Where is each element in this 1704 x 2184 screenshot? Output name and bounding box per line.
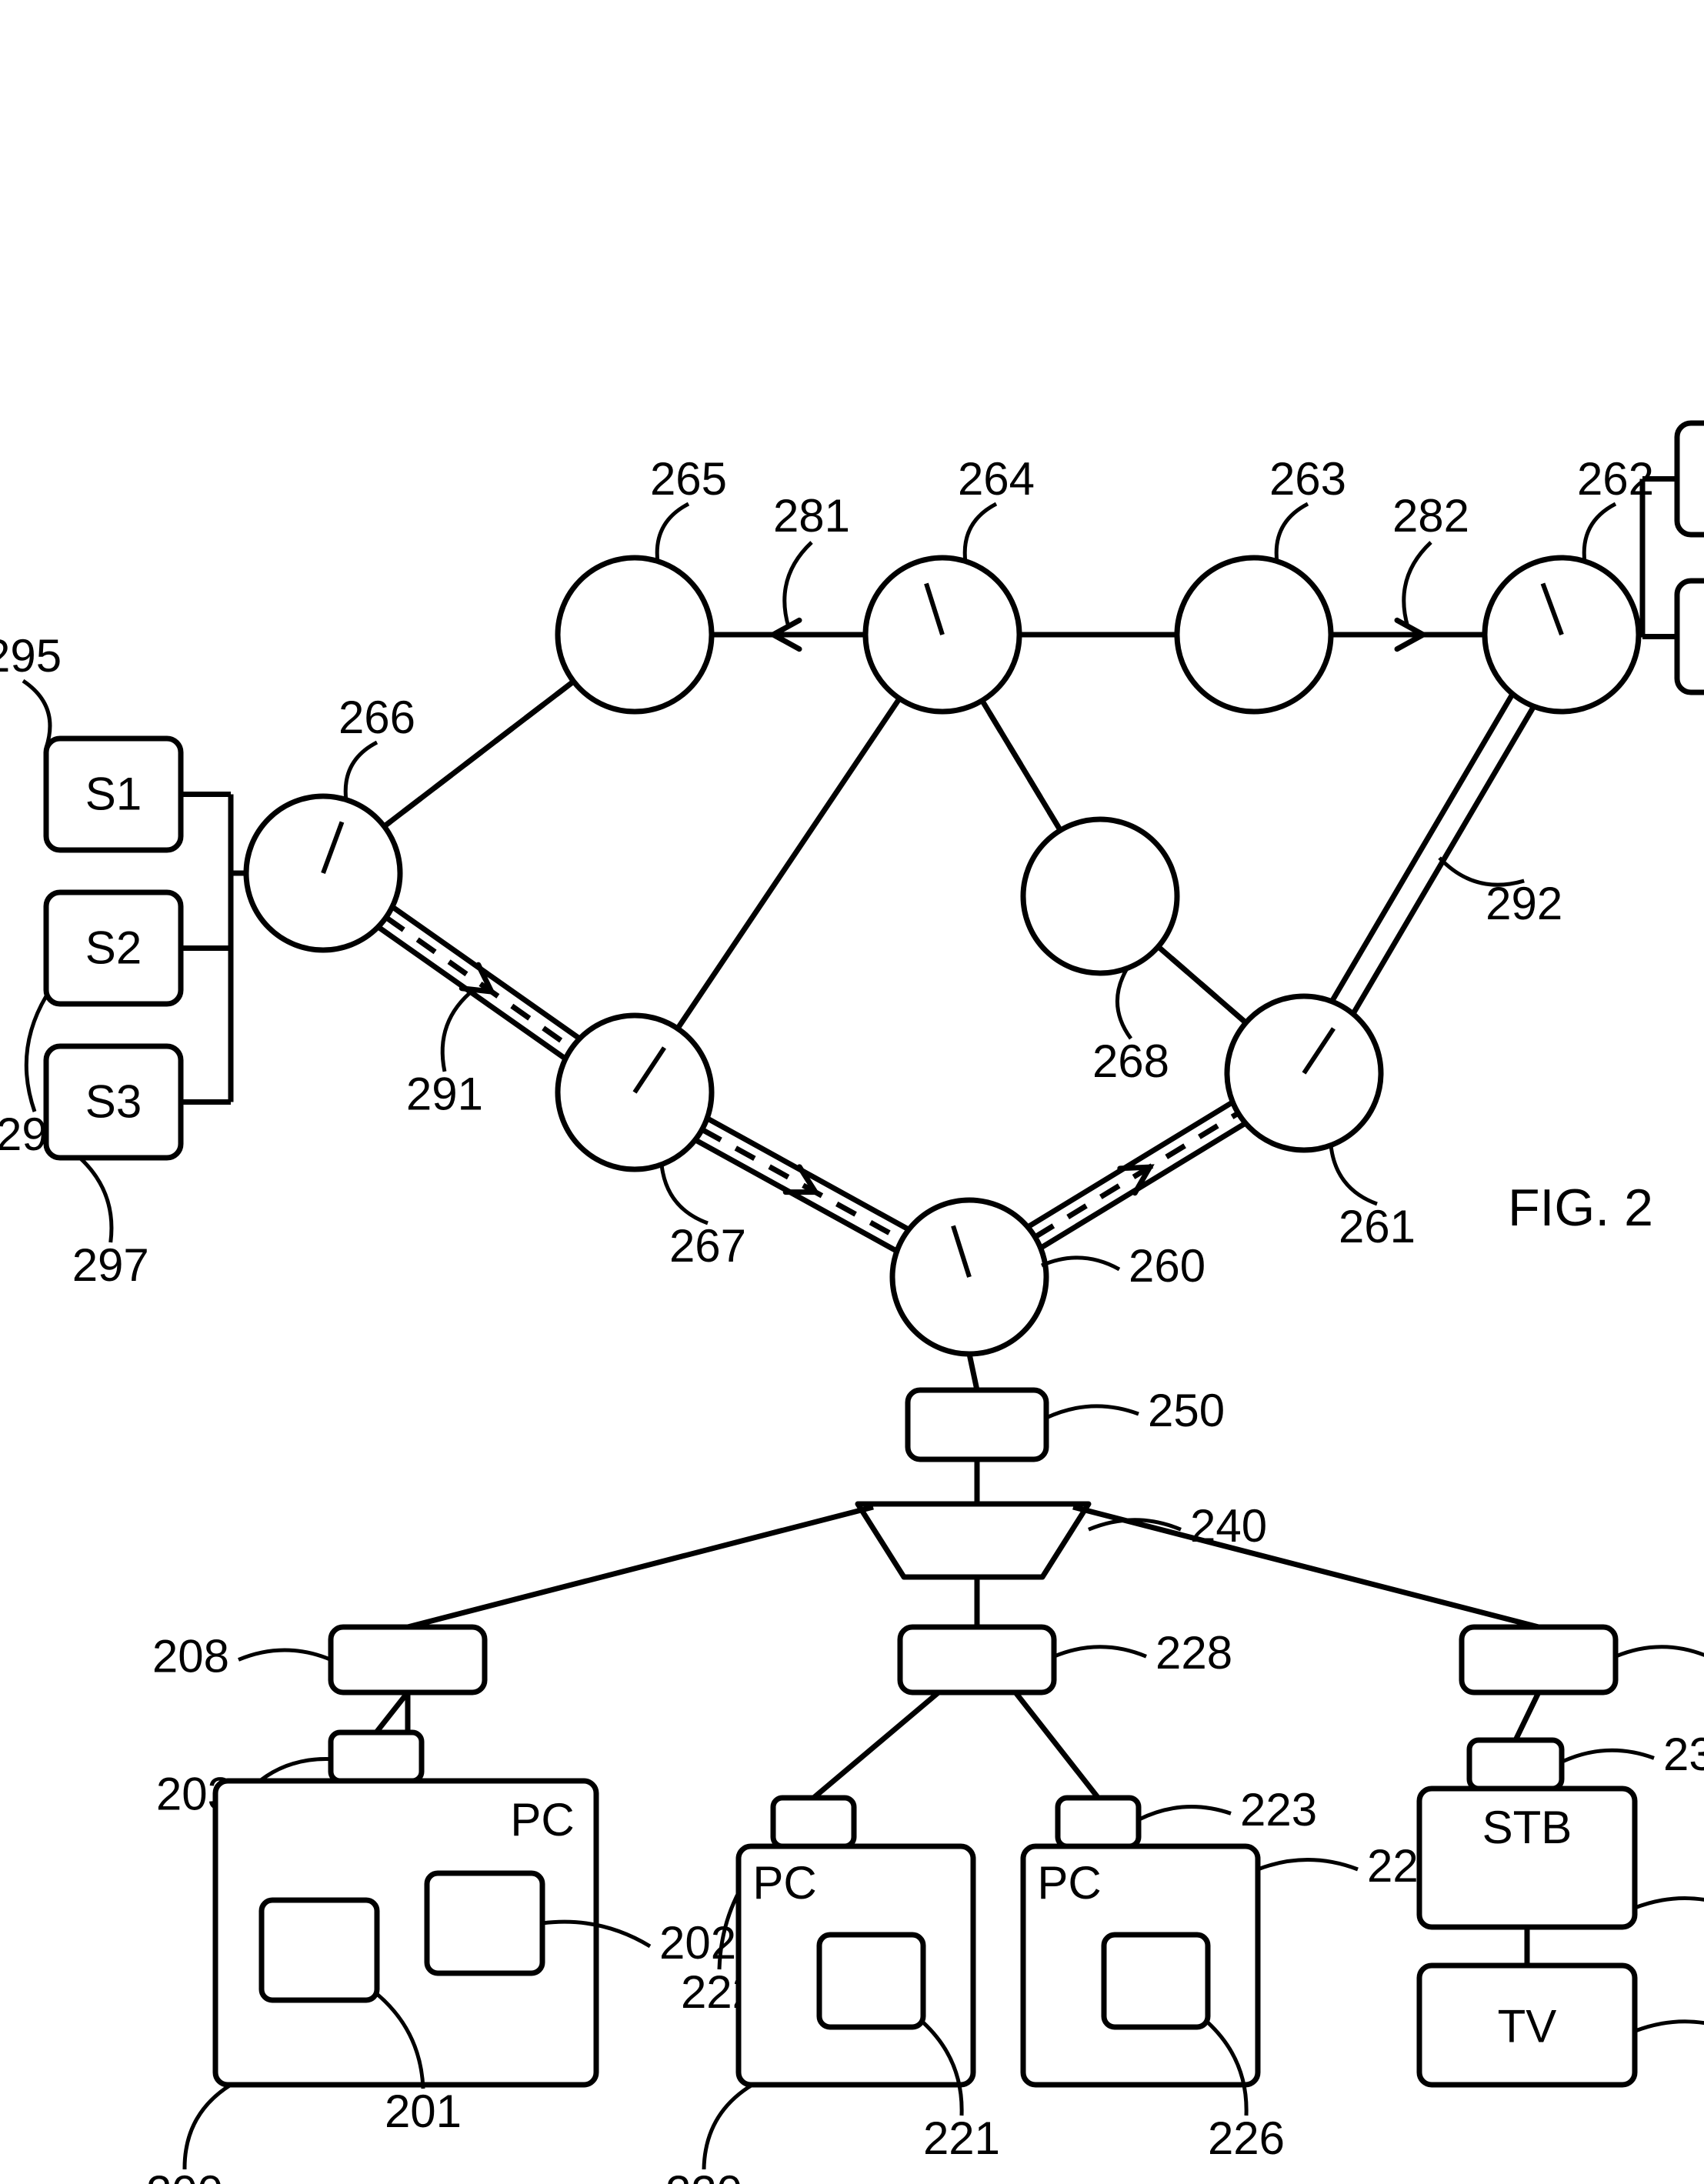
svg-text:S1: S1 bbox=[85, 768, 142, 819]
svg-text:S2: S2 bbox=[85, 922, 142, 973]
svg-text:232: 232 bbox=[1663, 1729, 1704, 1780]
svg-text:228: 228 bbox=[1155, 1627, 1232, 1679]
svg-text:295: 295 bbox=[0, 630, 62, 682]
svg-text:297: 297 bbox=[72, 1239, 149, 1291]
diagram-svg: FIG. 22662652642632622672682612602812822… bbox=[0, 0, 1704, 2184]
figure-canvas: FIG. 22662652642632622672682612602812822… bbox=[0, 0, 1704, 2184]
svg-text:PC: PC bbox=[1037, 1857, 1101, 1909]
svg-text:STB: STB bbox=[1482, 1802, 1572, 1853]
svg-text:264: 264 bbox=[958, 453, 1035, 505]
svg-text:PC: PC bbox=[510, 1794, 574, 1846]
svg-text:240: 240 bbox=[1190, 1500, 1267, 1552]
svg-text:292: 292 bbox=[1486, 878, 1562, 929]
svg-text:221: 221 bbox=[923, 2112, 1000, 2164]
svg-text:268: 268 bbox=[1092, 1035, 1169, 1087]
svg-text:200: 200 bbox=[146, 2166, 223, 2184]
svg-text:FIG. 2: FIG. 2 bbox=[1508, 1179, 1653, 1237]
svg-text:250: 250 bbox=[1148, 1385, 1225, 1436]
svg-text:261: 261 bbox=[1339, 1201, 1416, 1252]
svg-text:226: 226 bbox=[1208, 2112, 1285, 2164]
svg-text:260: 260 bbox=[1129, 1240, 1205, 1292]
svg-text:PC: PC bbox=[752, 1857, 816, 1909]
svg-text:281: 281 bbox=[773, 490, 850, 542]
svg-text:266: 266 bbox=[338, 692, 415, 743]
svg-text:263: 263 bbox=[1269, 453, 1346, 505]
svg-text:223: 223 bbox=[1240, 1784, 1317, 1836]
svg-text:291: 291 bbox=[406, 1069, 483, 1120]
svg-text:201: 201 bbox=[385, 2086, 462, 2137]
svg-text:282: 282 bbox=[1392, 490, 1469, 542]
svg-text:265: 265 bbox=[650, 453, 727, 505]
svg-text:267: 267 bbox=[669, 1220, 746, 1272]
svg-text:208: 208 bbox=[152, 1630, 229, 1682]
svg-text:220: 220 bbox=[665, 2166, 742, 2184]
svg-text:S3: S3 bbox=[85, 1075, 142, 1127]
svg-text:TV: TV bbox=[1498, 2000, 1557, 2052]
